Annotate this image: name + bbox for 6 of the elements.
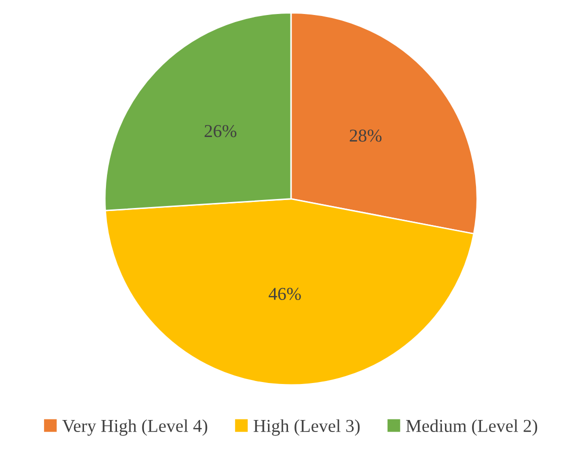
legend-label: Very High (Level 4) bbox=[62, 419, 208, 436]
data-label: 28% bbox=[350, 130, 382, 142]
legend-label: Medium (Level 2) bbox=[406, 419, 538, 436]
legend-label: High (Level 3) bbox=[254, 419, 360, 436]
data-label: 46% bbox=[268, 288, 301, 300]
data-label: 26% bbox=[204, 124, 236, 138]
